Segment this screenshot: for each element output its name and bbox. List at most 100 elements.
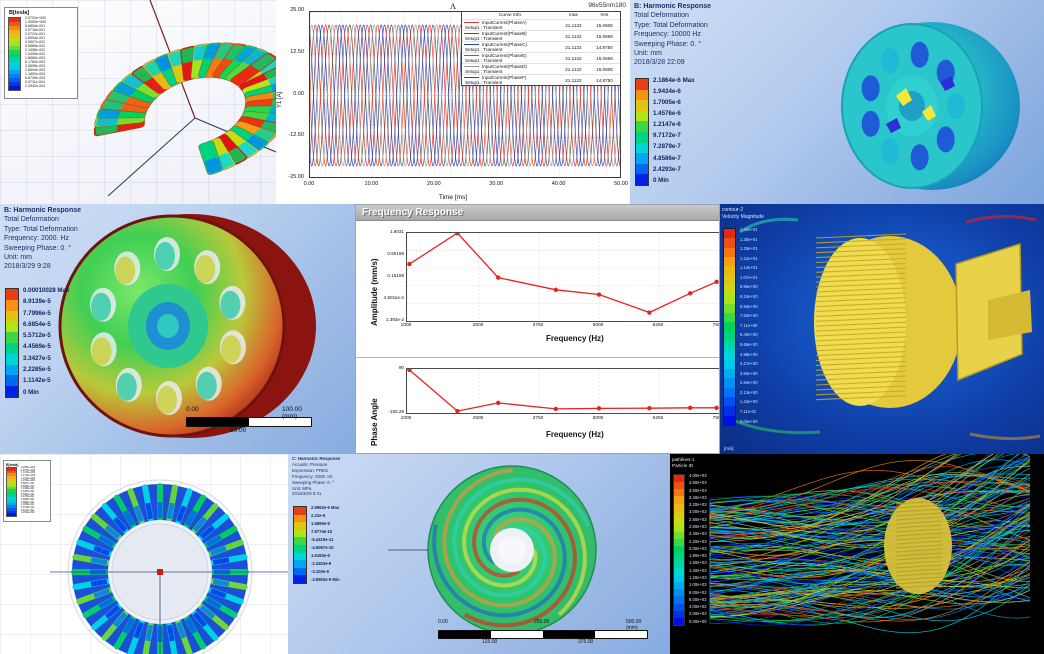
legend-row: InputCurrent(PhaseF) Setup1 : Transient 21… <box>462 74 620 85</box>
curve-setup: Setup1 : Transient <box>465 36 503 41</box>
curve-rms: 14.8750 <box>588 41 620 53</box>
color-bar <box>6 467 17 517</box>
acoustic-pressure-model <box>388 465 597 635</box>
y-tick: 12.50 <box>290 48 304 55</box>
amp-x-tick: 1000 <box>400 323 412 328</box>
curve-max: 21.1132 <box>557 30 589 42</box>
legend-title: B[tesla] <box>9 10 30 16</box>
legend-values: 4.00e+03 3.80e+03 3.60e+03 3.40e+03 3.20e+03… <box>689 473 707 624</box>
panel-velocity-contour: contour-2 Velocity Magnitude 1.42e+01 1.35… <box>720 204 1044 454</box>
phase-x-tick: 7500 <box>712 416 719 421</box>
magnetic-2d-legend: B[tesla] 2.2351e+000 1.9715e+000 1.7126e+0… <box>3 460 51 522</box>
curve-setup: Setup1 : Transient <box>465 80 503 85</box>
legend-title: B[tesla] <box>6 463 19 467</box>
y-tick: -12.50 <box>288 132 304 139</box>
curve-color-swatch <box>464 77 479 79</box>
legend-row: InputCurrent(PhaseC) Setup1 : Transient 21… <box>462 41 620 53</box>
curve-info-legend: Curve Info max rms InputCurrent(PhaseA) Setu… <box>461 11 621 86</box>
phase-y-tick: -150.29 <box>388 409 404 414</box>
harmonic-info-block: B: Harmonic Response Total Deformation Typ… <box>4 206 81 272</box>
y-tick: 0.00 <box>293 90 304 97</box>
info-line: Sweeping Phase: 0. ° <box>634 40 702 48</box>
info-line: Total Deformation <box>634 12 689 20</box>
particle-pathlines-plot <box>709 454 1031 634</box>
y-tick: -25.00 <box>288 174 304 180</box>
frequency-response-title: Frequency Response <box>356 205 719 221</box>
contour-title: contour-2 Velocity Magnitude <box>722 207 764 220</box>
chart-title: A <box>449 1 457 11</box>
amp-x-tick: 2500 <box>472 323 484 328</box>
design-tab-label[interactable]: 96v55nm180 <box>588 2 626 9</box>
scale-t1: 125.00 <box>482 639 498 645</box>
color-bar <box>8 17 21 91</box>
panel-frequency-response: Frequency Response Amplitude (mm/s) Freq… <box>355 204 720 454</box>
scale-bar: 0.00 100.00 (mm) 50.00 <box>186 406 312 434</box>
phase-chart: Phase Angle Frequency (Hz) 90 -150.29 100… <box>356 357 719 453</box>
phase-x-label: Frequency (Hz) <box>546 430 604 439</box>
panel-harmonic-2000hz: B: Harmonic Response Total Deformation Typ… <box>0 204 355 454</box>
info-line: 2018/3/28 22:09 <box>634 59 685 67</box>
info-line: B: Harmonic Response <box>4 207 82 214</box>
curve-max: 21.1132 <box>557 74 589 85</box>
particle-id-legend: 4.00e+03 3.80e+03 3.60e+03 3.40e+03 3.20e+03… <box>673 473 707 626</box>
legend-values: 2.2351e+000 1.9715e+000 1.7126e+000 1.4716e… <box>21 466 36 515</box>
panel-magnetic-3d: B[tesla] 2.5702e+000 1.9095e+000 8.6854e-0… <box>0 0 276 204</box>
curve-color-swatch <box>464 66 479 68</box>
panel-harmonic-acoustic: C: Harmonic Response Acoustic Pressure Exp… <box>288 454 670 654</box>
curve-rms: 15.0668 <box>588 52 620 64</box>
info-line: Frequency: 10000 Hz <box>634 31 701 39</box>
scale-t2: 250.00 <box>534 619 550 625</box>
curve-rms: 15.0606 <box>588 19 620 31</box>
phase-x-tick: 6250 <box>652 416 664 421</box>
x-axis-label: Time [ms] <box>438 194 468 201</box>
color-bar <box>635 78 649 186</box>
amplitude-y-label: Amplitude (mm/s) <box>370 258 379 326</box>
color-bar <box>5 288 19 398</box>
info-line: B: Harmonic Response <box>634 3 712 10</box>
curve-color-swatch <box>464 33 479 35</box>
legend-values: 2.5702e+000 1.9095e+000 8.6854e-001 4.9716e… <box>25 16 47 89</box>
legend-header: Curve Info <box>498 13 521 18</box>
scale-bar: 0.00 250.00 500.00 (mm) 125.00 375.00 <box>438 619 648 645</box>
amp-y-tick: 4.6011e-2 <box>383 295 404 300</box>
magnetic-3d-legend: B[tesla] 2.5702e+000 1.9095e+000 8.6854e-0… <box>4 7 78 99</box>
color-bar <box>673 474 685 626</box>
info-line: 2018/3/29 9:28 <box>4 263 51 271</box>
velocity-legend: 1.42e+01 1.35e+01 1.28e+01 1.21e+01 1.14e+01… <box>723 227 758 426</box>
amplitude-x-label: Frequency (Hz) <box>546 334 604 343</box>
magnetic-3d-model <box>93 0 276 197</box>
deformation-legend: 0.00010028 Max 8.9139e-5 7.7996e-5 6.6854e-… <box>5 287 69 398</box>
info-line: contour-2 <box>722 207 744 213</box>
info-line: 2018/3/29 9:41 <box>292 491 322 497</box>
phase-x-tick: 3750 <box>532 416 544 421</box>
legend-values: 2.9962e-9 Max 2.22e-9 1.6659e-9 7.8774e-10-… <box>311 505 340 582</box>
curve-rms: 15.0668 <box>588 30 620 42</box>
amp-y-tick: 1.393e-2 <box>385 317 404 322</box>
phase-y-label: Phase Angle <box>370 398 379 446</box>
info-line: Total Deformation <box>4 216 59 224</box>
amp-x-tick: 6250 <box>652 323 664 328</box>
color-bar <box>293 506 307 584</box>
info-line: C: Harmonic Response <box>292 456 341 461</box>
curve-rms: 15.0606 <box>588 63 620 75</box>
scale-t3: 375.00 <box>578 639 594 645</box>
curve-max: 21.1132 <box>557 41 589 53</box>
amp-y-tick: 0.15198 <box>387 273 404 278</box>
phase-x-tick: 2500 <box>472 416 484 421</box>
amp-x-tick: 7500 <box>712 323 719 328</box>
info-line: pathlines-1 <box>672 457 695 462</box>
info-line: Sweeping Phase: 0. ° <box>4 244 72 252</box>
curve-color-swatch <box>464 55 479 57</box>
phase-x-tick: 5000 <box>592 416 604 421</box>
amp-x-tick: 3750 <box>532 323 544 328</box>
legend-row: InputCurrent(PhaseA) Setup1 : Transient 21… <box>462 19 620 31</box>
amp-y-tick: 0.50198 <box>387 251 404 256</box>
curve-setup: Setup1 : Transient <box>465 69 503 74</box>
scale-mid-label: 50.00 <box>230 427 247 434</box>
x-tick: 10.00 <box>364 181 379 187</box>
curve-max: 21.1132 <box>557 19 589 31</box>
curve-setup: Setup1 : Transient <box>465 25 503 30</box>
x-tick: 40.00 <box>551 181 566 187</box>
info-line: Frequency: 2000. Hz <box>292 473 333 479</box>
